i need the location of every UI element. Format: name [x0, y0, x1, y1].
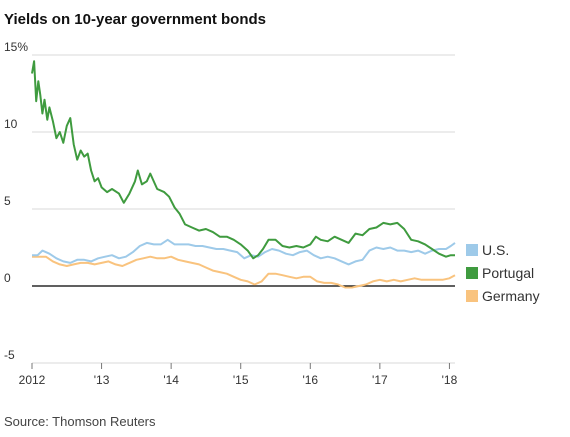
source-note: Source: Thomson Reuters [4, 414, 156, 429]
x-tick-label: '16 [302, 373, 318, 387]
y-tick-label: 0 [4, 271, 11, 285]
x-tick-label: '18 [442, 373, 458, 387]
gridlines [32, 54, 455, 364]
legend-label: Germany [482, 288, 540, 304]
chart-title: Yields on 10-year government bonds [4, 11, 266, 28]
y-tick-label: -5 [4, 348, 15, 362]
legend-label: U.S. [482, 242, 509, 258]
y-tick-label: 15% [4, 40, 28, 54]
legend-swatch [466, 267, 478, 279]
x-tick-label: 2012 [19, 373, 46, 387]
legend-swatch [466, 244, 478, 256]
legend: U.S. Portugal Germany [466, 242, 540, 304]
x-tick-label: '13 [94, 373, 110, 387]
x-axis-ticks: 2012 '13 '14 '15 '16 '17 '18 [19, 363, 458, 387]
y-axis-ticks: 15% 10 5 0 -5 [4, 40, 28, 362]
series-line-us [32, 238, 456, 266]
x-tick-label: '17 [372, 373, 388, 387]
y-tick-label: 10 [4, 117, 18, 131]
y-tick-label: 5 [4, 194, 11, 208]
legend-swatch [466, 290, 478, 302]
x-tick-label: '14 [163, 373, 179, 387]
series-line-portugal [31, 60, 455, 260]
legend-label: Portugal [482, 265, 534, 281]
x-tick-label: '15 [233, 373, 249, 387]
series-line-germany [32, 255, 456, 289]
series-lines [31, 60, 456, 289]
